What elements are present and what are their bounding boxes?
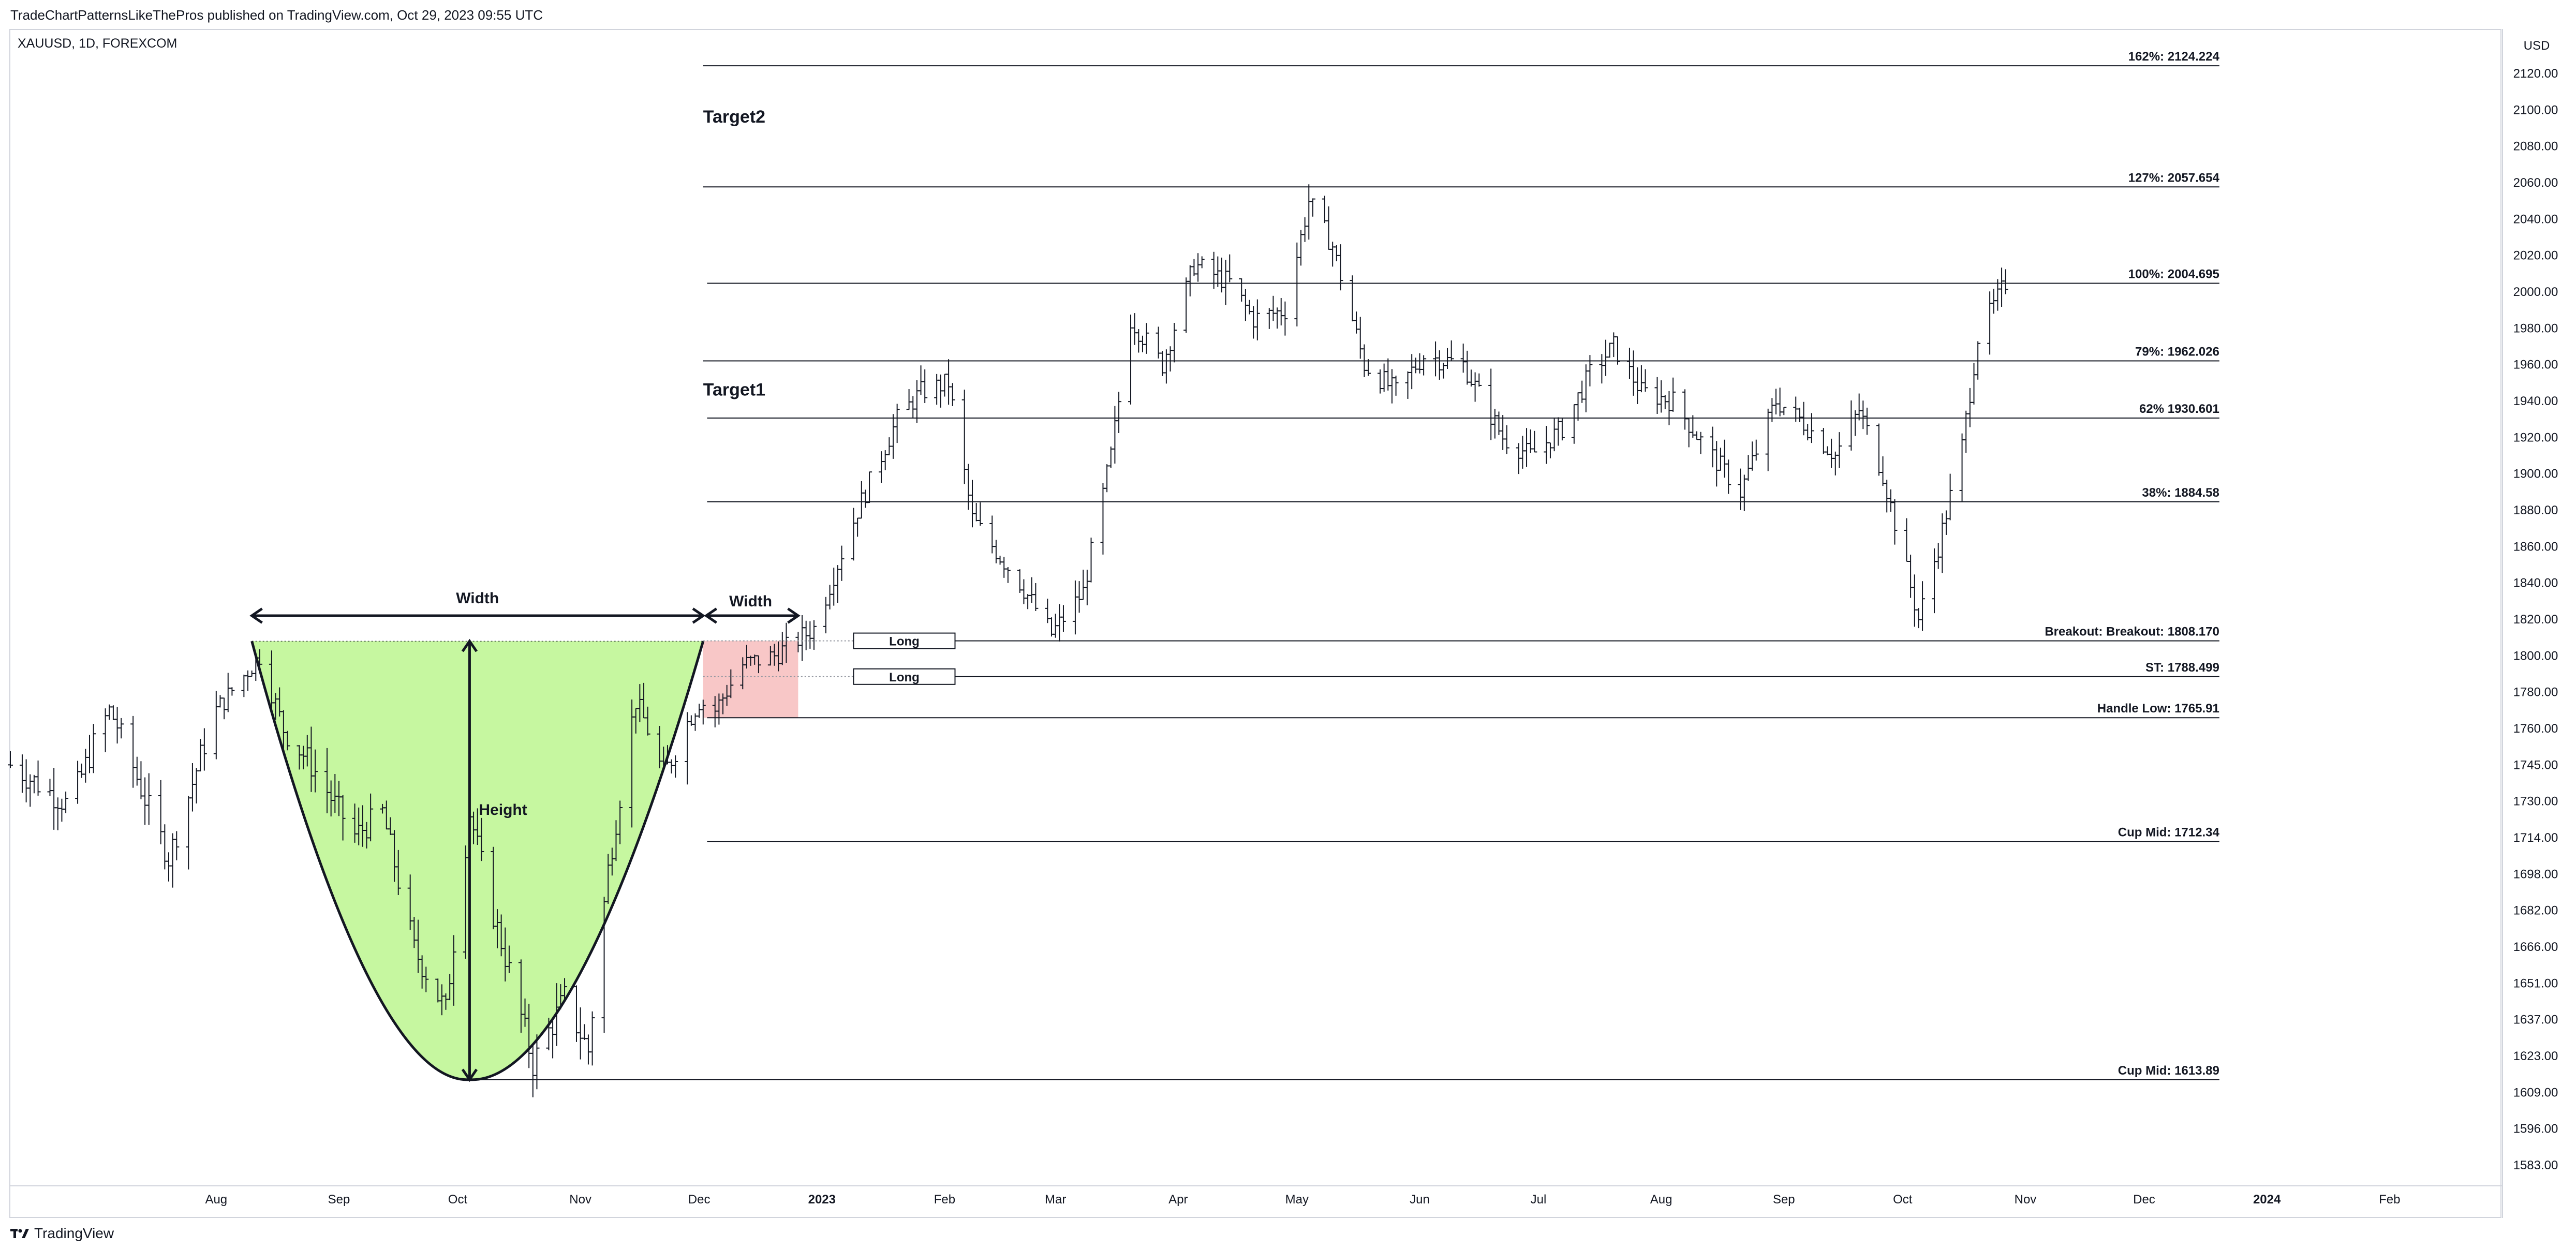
level-label: 162%: 2124.224 — [2128, 50, 2220, 64]
x-tick-label: Jun — [1410, 1193, 1430, 1207]
long-box-1 — [853, 632, 956, 649]
x-tick-label: Nov — [2015, 1193, 2037, 1207]
y-tick-label: 1745.00 — [2513, 758, 2558, 772]
cup-width-arrow-head — [249, 607, 263, 624]
y-tick-label: 1714.00 — [2513, 831, 2558, 845]
footer-brand-label: TradingView — [34, 1225, 114, 1241]
handle-width-label: Width — [729, 593, 772, 610]
symbol-label: XAUUSD, 1D, FOREXCOM — [18, 36, 177, 51]
y-tick-label: 1583.00 — [2513, 1158, 2558, 1172]
y-tick-label: 1780.00 — [2513, 686, 2558, 700]
chart-header: TradeChartPatternsLikeThePros published … — [0, 0, 2576, 29]
x-tick-label: Jul — [1531, 1193, 1547, 1207]
y-tick-label: 1651.00 — [2513, 976, 2558, 990]
y-tick-label: 2040.00 — [2513, 212, 2558, 226]
y-tick-label: 1637.00 — [2513, 1013, 2558, 1027]
level-label: 38%: 1884.58 — [2142, 486, 2219, 500]
handle-box — [703, 641, 798, 718]
y-tick-label: 1880.00 — [2513, 503, 2558, 517]
x-tick-label: Aug — [205, 1193, 227, 1207]
level-label: ST: 1788.499 — [2145, 661, 2219, 675]
handle-width-arrow-head — [787, 607, 801, 624]
y-tick-label: 1609.00 — [2513, 1085, 2558, 1099]
x-tick-label: Dec — [2133, 1193, 2155, 1207]
level-label: 62% 1930.601 — [2139, 402, 2219, 416]
level-label: Breakout: Breakout: 1808.170 — [2045, 625, 2219, 639]
y-tick-label: 1820.00 — [2513, 613, 2558, 627]
y-tick-label: 1698.00 — [2513, 867, 2558, 881]
y-tick-label: 1596.00 — [2513, 1122, 2558, 1136]
y-tick-label: 2020.00 — [2513, 249, 2558, 263]
long-box-1-label: Long — [889, 635, 920, 649]
chart-frame[interactable] — [9, 29, 2501, 1218]
x-tick-label: May — [1285, 1193, 1309, 1207]
footer-brand[interactable]: TradingView — [10, 1223, 114, 1244]
level-label: Handle Low: 1765.91 — [2097, 702, 2219, 716]
x-tick-label: Feb — [934, 1193, 955, 1207]
x-tick-label: 2023 — [808, 1193, 836, 1207]
height-arrow-head — [461, 1068, 478, 1082]
y-tick-label: 1900.00 — [2513, 467, 2558, 481]
level-label: Cup Mid: 1712.34 — [2118, 825, 2220, 839]
y-tick-label: 1940.00 — [2513, 394, 2558, 408]
publish-info: TradeChartPatternsLikeThePros published … — [10, 7, 543, 23]
x-tick-label: Apr — [1168, 1193, 1188, 1207]
target2-label: Target2 — [703, 107, 765, 127]
x-tick-label: 2024 — [2253, 1193, 2281, 1207]
y-tick-label: 2060.00 — [2513, 176, 2558, 190]
y-tick-label: 1960.00 — [2513, 358, 2558, 372]
y-tick-label: 2080.00 — [2513, 140, 2558, 154]
y-tick-label: 1840.00 — [2513, 576, 2558, 590]
x-tick-label: Oct — [1893, 1193, 1913, 1207]
x-tick-label: Sep — [1773, 1193, 1795, 1207]
cup-width-label: Width — [456, 590, 499, 607]
height-arrow-head — [461, 638, 478, 652]
level-label: 79%: 1962.026 — [2135, 345, 2219, 359]
tradingview-logo-icon — [10, 1229, 29, 1238]
y-tick-label: 2000.00 — [2513, 285, 2558, 299]
y-tick-label: 1666.00 — [2513, 940, 2558, 954]
x-tick-label: Sep — [328, 1193, 350, 1207]
y-tick-label: 1730.00 — [2513, 795, 2558, 809]
long-box-2-label: Long — [889, 671, 920, 684]
target1-label: Target1 — [703, 380, 765, 399]
x-tick-label: Oct — [448, 1193, 468, 1207]
y-tick-label: 2100.00 — [2513, 103, 2558, 117]
cup-fill — [251, 641, 703, 1080]
level-label: Cup Mid: 1613.89 — [2118, 1064, 2219, 1078]
level-label: 127%: 2057.654 — [2128, 171, 2220, 185]
x-tick-label: Nov — [569, 1193, 591, 1207]
y-tick-label: 1980.00 — [2513, 321, 2558, 335]
y-tick-label: 1682.00 — [2513, 904, 2558, 918]
cup-width-arrow-head — [692, 607, 706, 624]
y-tick-label: 1623.00 — [2513, 1049, 2558, 1063]
y-tick-label: 1860.00 — [2513, 540, 2558, 554]
height-label: Height — [479, 801, 527, 819]
long-box-2 — [853, 668, 956, 685]
x-tick-label: Dec — [688, 1193, 710, 1207]
currency-label: USD — [2524, 39, 2550, 53]
y-tick-label: 2120.00 — [2513, 67, 2558, 81]
y-tick-label: 1760.00 — [2513, 722, 2558, 736]
y-tick-label: 1920.00 — [2513, 430, 2558, 444]
level-label: 100%: 2004.695 — [2128, 267, 2219, 281]
handle-width-arrow-head — [704, 607, 718, 624]
x-tick-label: Feb — [2379, 1193, 2400, 1207]
y-tick-label: 1800.00 — [2513, 649, 2558, 663]
x-tick-label: Aug — [1650, 1193, 1672, 1207]
x-tick-label: Mar — [1045, 1193, 1066, 1207]
